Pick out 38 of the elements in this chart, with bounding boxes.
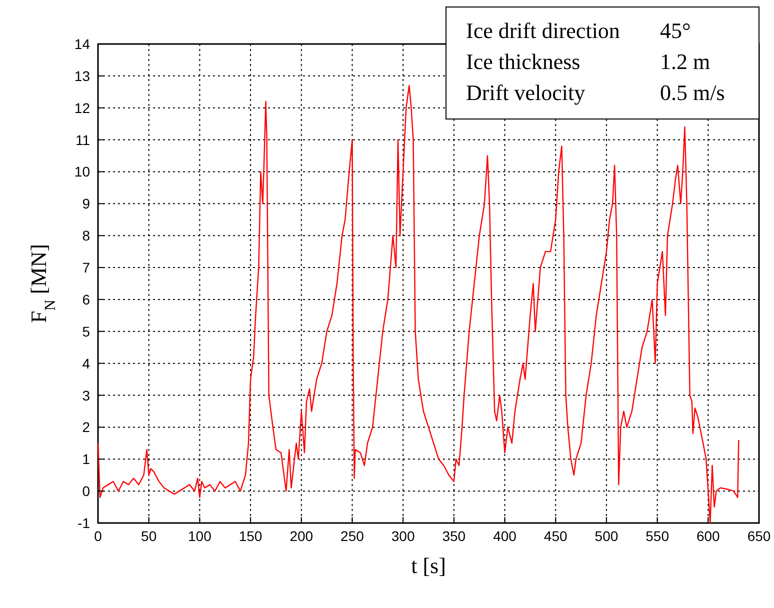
annotation: 0.5 m/s [660, 80, 725, 105]
x-tick-label: 100 [188, 528, 212, 544]
x-tick-label: 600 [696, 528, 720, 544]
y-tick-label: 1 [82, 451, 90, 468]
y-tick-label: 7 [82, 260, 90, 276]
x-tick-label: 300 [391, 528, 415, 544]
x-tick-label: 550 [646, 528, 670, 544]
y-tick-label: 8 [82, 228, 90, 244]
x-tick-label: 500 [594, 528, 618, 544]
x-tick-label: 150 [238, 528, 262, 544]
y-tick-label: 11 [75, 132, 90, 148]
annotation: Ice thickness [466, 49, 580, 74]
annotation: 1.2 m [660, 49, 710, 74]
text: 45° [660, 18, 691, 43]
x-tick-label: 400 [493, 528, 517, 544]
y-tick-label: 13 [74, 68, 90, 84]
annotation: Drift velocity [466, 80, 586, 105]
x-tick-label: 650 [747, 528, 771, 544]
y-tick-label: 10 [74, 164, 90, 180]
x-tick-label: 50 [141, 528, 157, 544]
x-tick-label: 450 [544, 528, 568, 544]
y-tick-label: 5 [82, 323, 90, 340]
y-tick-label: 14 [74, 36, 90, 52]
x-tick-label: 250 [340, 528, 364, 544]
y-tick-label: -1 [78, 515, 90, 531]
y-tick-label: 2 [82, 419, 90, 436]
x-axis-title: t [s] [411, 553, 446, 578]
x-tick-label: 200 [290, 528, 314, 544]
line-series [97, 84, 740, 524]
x-tick-label: 0 [94, 528, 102, 544]
y-tick-label: 4 [82, 355, 90, 372]
y-tick-label: 12 [74, 100, 90, 116]
x-tick-label: 350 [442, 528, 466, 544]
y-tick-label: 3 [82, 387, 90, 404]
text: Ice drift direction [466, 18, 620, 43]
y-tick-label: 0 [82, 483, 90, 500]
y-tick-label: 6 [82, 291, 90, 308]
y-tick-label: 9 [82, 196, 90, 212]
